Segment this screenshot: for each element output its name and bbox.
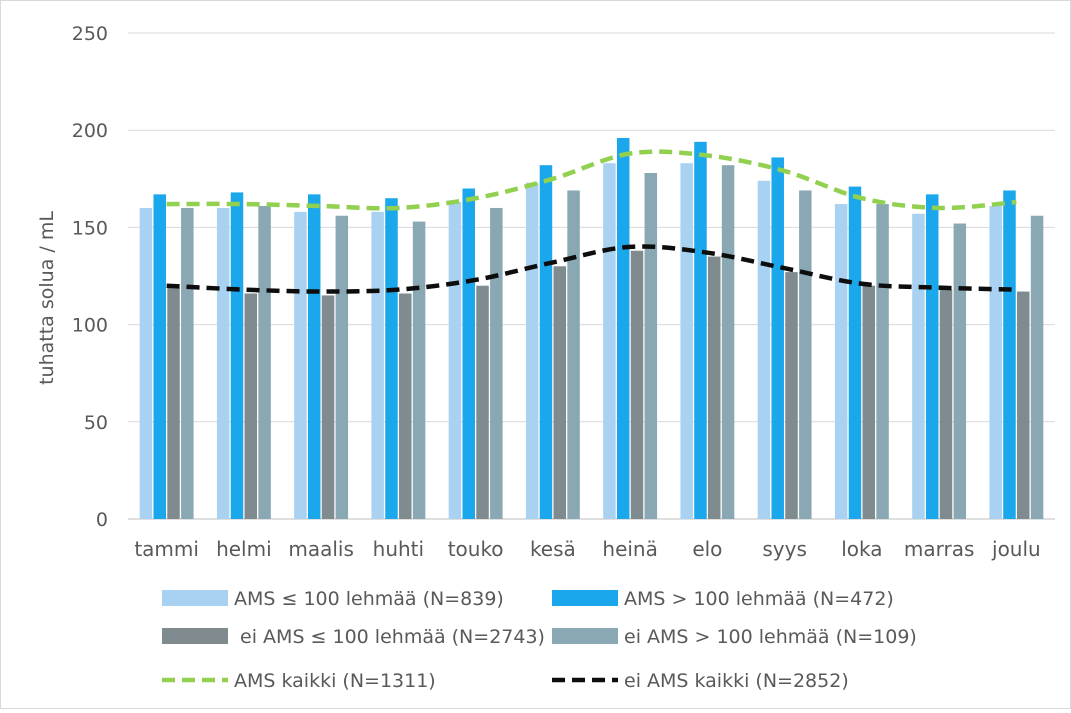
bar [181,207,194,519]
x-tick-label: helmi [216,537,272,561]
bar [167,287,180,519]
x-tick-label: loka [841,537,882,561]
bar [399,293,412,519]
legend-swatch [162,590,228,606]
y-tick-label: 200 [72,120,108,142]
x-tick-label: elo [692,537,722,561]
bar [258,206,271,519]
x-tick-label: tammi [134,537,199,561]
bar [321,295,335,519]
x-tick-label: kesä [530,537,576,561]
axes: 0 50 100 150 200 250 tammi helmi maalis huhti touk… [72,23,1041,561]
trend-line [166,149,1017,211]
bar [757,180,771,520]
bar [862,285,876,519]
bar [912,213,925,520]
legend-item: ei AMS kaikki (N=2852) [552,670,849,692]
legend-item: AMS kaikki (N=1311) [162,670,436,692]
bar [630,250,644,520]
bar [799,190,812,519]
bar [925,194,939,519]
legend-item: ei AMS ≤ 100 lehmää (N=2743) [162,626,545,648]
bar [848,186,862,519]
x-tick-label: marras [904,537,975,561]
x-tick-label: huhti [373,537,424,561]
bar [490,207,503,519]
x-tick-label: heinä [602,537,657,561]
x-tick-label: maalis [288,537,354,561]
bar [462,188,475,519]
legend-item: AMS ≤ 100 lehmää (N=839) [162,588,504,610]
bar [771,157,784,520]
legend-label: ei AMS kaikki (N=2852) [624,670,849,692]
bar [553,266,567,519]
legend-label: AMS kaikki (N=1311) [234,670,436,692]
bar [939,289,953,519]
legend-swatch [552,590,618,606]
bar [539,165,553,519]
bar [139,207,153,519]
bar [476,285,489,519]
y-tick-label: 50 [84,412,108,434]
trend-line [166,244,1017,294]
legend-swatch [162,628,228,644]
bar [616,137,630,520]
bar [216,207,230,519]
legend-item: AMS > 100 lehmää (N=472) [552,588,894,610]
bar [294,211,307,519]
x-tick-label: syys [762,537,807,561]
bar [721,165,735,519]
bar [1003,190,1016,519]
y-axis-title: tuhatta solua / mL [36,211,58,385]
bar [385,198,398,520]
bar [708,256,721,519]
bar [989,206,1002,519]
bar [1030,215,1044,520]
bar [448,202,462,519]
gridlines [128,32,1055,520]
legend: AMS ≤ 100 lehmää (N=839) AMS > 100 lehmää… [162,588,917,692]
legend-label: ei AMS > 100 lehmää (N=109) [624,626,917,648]
y-tick-label: 100 [72,315,108,337]
bar [412,221,426,519]
bar [644,172,658,519]
legend-label: ei AMS ≤ 100 lehmää (N=2743) [234,626,545,648]
y-tick-label: 0 [96,509,108,531]
legend-swatch [552,628,618,644]
bar [525,182,539,519]
x-tick-label: touko [448,537,504,561]
bar [953,223,967,519]
bar [307,194,321,519]
legend-label: AMS ≤ 100 lehmää (N=839) [234,588,504,610]
bar [834,204,848,519]
bar [567,190,580,519]
bar [1017,291,1030,519]
x-tick-label: joulu [991,537,1041,561]
bar [371,211,384,519]
bar [694,141,707,520]
bar [335,215,349,520]
bar [244,293,258,519]
bar [153,194,166,519]
bar [785,272,798,519]
bar [230,192,244,519]
y-tick-label: 250 [72,23,108,45]
bar [603,163,616,519]
legend-label: AMS > 100 lehmää (N=472) [624,588,894,610]
legend-item: ei AMS > 100 lehmää (N=109) [552,626,917,648]
y-tick-label: 150 [72,217,108,239]
bar [876,204,889,519]
trend-lines [166,149,1017,294]
bar [680,163,693,519]
